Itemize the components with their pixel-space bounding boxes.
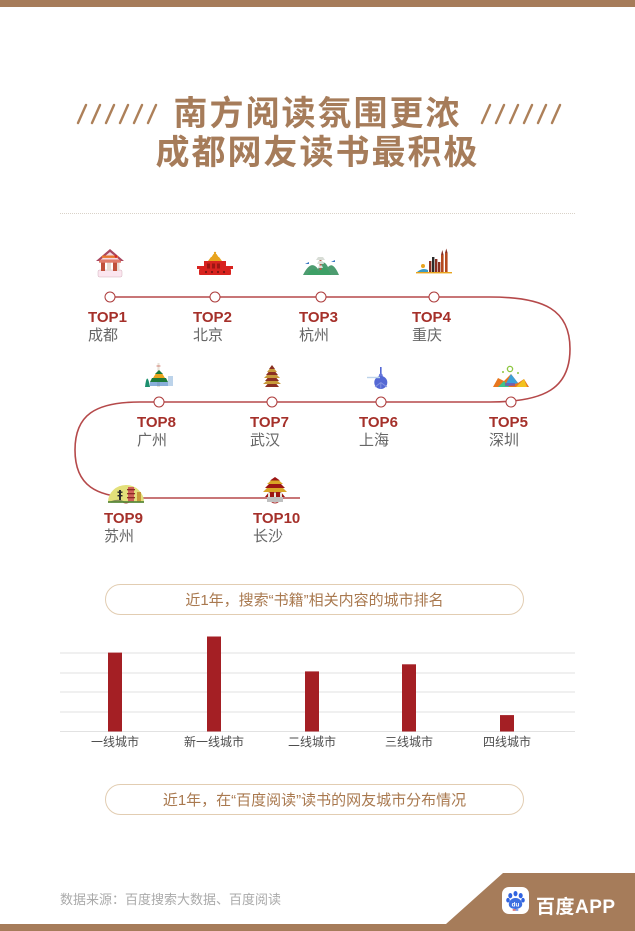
svg-text:du: du xyxy=(512,901,520,908)
